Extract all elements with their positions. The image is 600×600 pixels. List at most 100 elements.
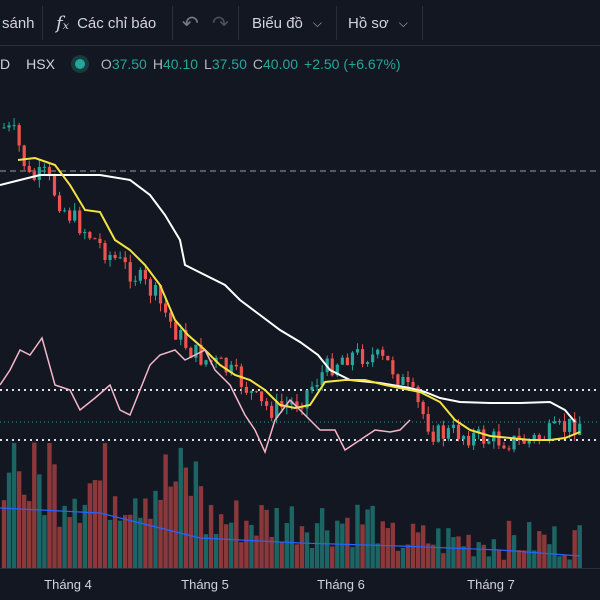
profile-button[interactable]: Hồ sơ ⌵ [348, 0, 408, 46]
candle-body [88, 232, 92, 239]
volume-bar [294, 544, 300, 568]
volume-bar [451, 537, 456, 568]
volume-bar [461, 546, 466, 568]
indicators-button[interactable]: fₓ Các chỉ báo [56, 0, 156, 46]
volume-bars [1, 442, 582, 568]
candle-body [320, 372, 324, 385]
volume-bar [340, 523, 345, 568]
indicators-label: Các chỉ báo [77, 14, 157, 32]
volume-bar [350, 547, 355, 568]
undo-icon: ↶ [182, 12, 199, 35]
volume-bar [32, 442, 37, 568]
slow-moving-average-line [0, 174, 576, 423]
candle-body [265, 401, 269, 406]
candle-body [199, 344, 203, 365]
close-key: C [252, 56, 263, 72]
candle-body [123, 257, 127, 263]
candle-body [259, 391, 264, 402]
undo-button[interactable]: ↶ [182, 0, 199, 46]
candle-body [103, 243, 107, 261]
volume-bar [562, 554, 567, 568]
top-toolbar: sánh fₓ Các chỉ báo ↶ ↷ Biểu đồ ⌵ Hồ sơ … [0, 0, 600, 46]
candle-body [431, 431, 435, 442]
candle-body [537, 434, 541, 440]
volume-bar [516, 550, 522, 568]
candle-body [148, 279, 153, 296]
candle-body [421, 402, 425, 415]
candle-body [37, 166, 41, 180]
redo-button[interactable]: ↷ [212, 0, 229, 46]
volume-bar [309, 547, 315, 568]
candle-body [557, 421, 562, 423]
volume-bar [532, 550, 537, 568]
volume-bar [37, 474, 42, 568]
candle-body [158, 285, 163, 304]
candle-body [456, 424, 461, 440]
volume-bar [572, 530, 577, 568]
candle-body [22, 145, 26, 167]
chevron-down-icon: ⌵ [312, 15, 322, 30]
volume-bar [360, 524, 365, 568]
x-tick-label: Tháng 7 [467, 577, 515, 592]
candle-body [315, 384, 319, 387]
high-value: 40.10 [162, 56, 199, 72]
candle-body [441, 425, 445, 439]
volume-bar [471, 556, 476, 568]
candle-body [113, 254, 117, 258]
price-chart[interactable] [0, 80, 600, 568]
chart-type-button[interactable]: Biểu đồ ⌵ [252, 0, 322, 46]
candle-body [497, 431, 501, 446]
volume-bar [249, 524, 254, 568]
candle-body [396, 374, 400, 385]
volume-bar [380, 521, 385, 568]
fast-moving-average-line [17, 156, 581, 441]
redo-icon: ↷ [212, 12, 229, 35]
volume-bar [395, 550, 401, 568]
candle-body [355, 349, 360, 353]
candles [2, 118, 582, 453]
volume-bar [552, 526, 557, 568]
chart-type-label: Biểu đồ [252, 14, 303, 32]
change-value: +2.50 (+6.67%) [304, 56, 401, 72]
volume-bar [481, 544, 486, 568]
candle-body [280, 400, 284, 408]
volume-bar [128, 514, 133, 568]
volume-bar [77, 522, 82, 568]
low-value: 37.50 [211, 56, 247, 72]
volume-bar [325, 530, 330, 568]
candle-body [472, 432, 476, 446]
candle-body [512, 435, 516, 450]
candle-body [360, 349, 365, 364]
volume-bar [476, 542, 481, 568]
candle-body [507, 448, 511, 450]
candle-body [42, 166, 46, 168]
volume-bar [264, 509, 269, 568]
oscillator-line [0, 336, 411, 455]
volume-bar [330, 546, 335, 568]
candle-body [502, 445, 506, 449]
volume-bar [537, 531, 542, 568]
compare-button[interactable]: sánh [2, 0, 35, 46]
candle-body [562, 421, 567, 432]
volume-bar [11, 443, 17, 568]
volume-bar [486, 556, 491, 568]
volume-bar [234, 500, 239, 568]
symbol-name[interactable]: D [0, 56, 11, 72]
candle-body [350, 352, 355, 366]
volume-bar [213, 533, 219, 568]
candle-body [340, 357, 344, 365]
candle-body [244, 386, 248, 393]
volume-bar [436, 528, 441, 568]
x-tick-label: Tháng 6 [317, 577, 365, 592]
volume-bar [52, 464, 57, 568]
volume-bar [6, 472, 12, 568]
candle-body [451, 424, 456, 429]
time-axis[interactable]: Tháng 4 Tháng 5 Tháng 6 Tháng 7 [0, 568, 600, 600]
toolbar-divider [42, 6, 43, 40]
market-status-icon[interactable] [74, 59, 85, 69]
volume-bar [527, 522, 532, 568]
volume-bar [415, 532, 421, 568]
volume-bar [57, 526, 62, 568]
candle-body [335, 364, 339, 376]
candle-body [547, 423, 551, 440]
